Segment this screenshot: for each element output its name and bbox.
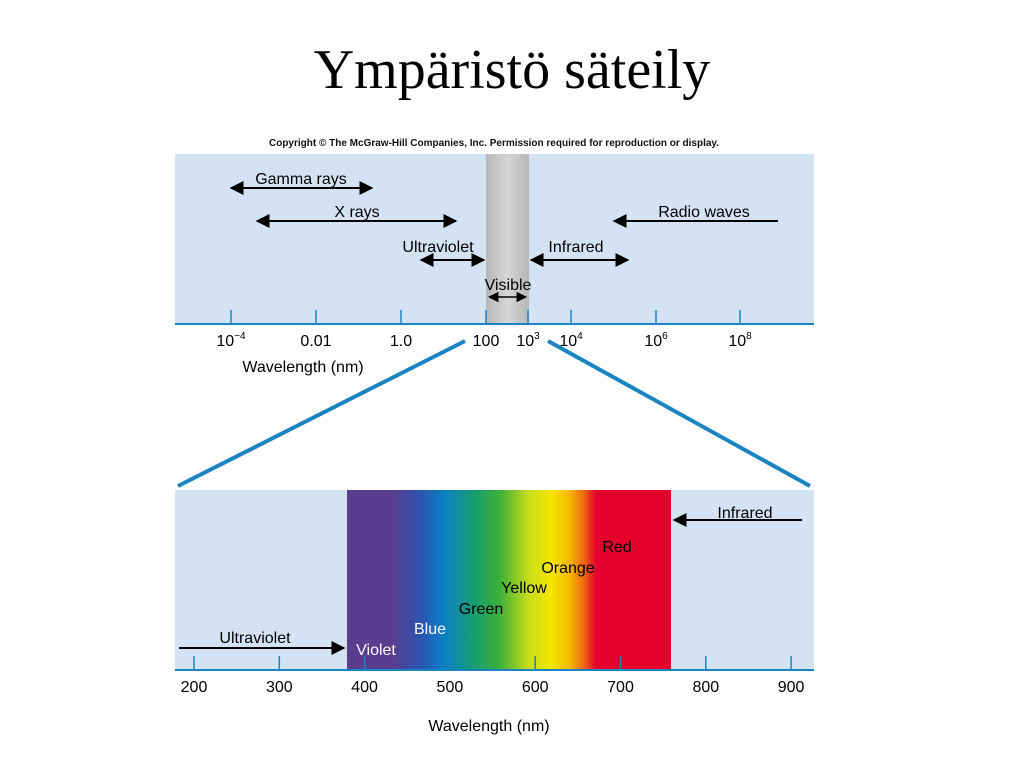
bottom-tick-label: 700 [607,679,634,696]
slide-title: Ympäristö säteily [313,39,711,101]
top-tick-label: 106 [644,331,668,350]
visible-spectrum [347,490,671,670]
green-label: Green [459,601,503,618]
bottom-axis-label: Wavelength (nm) [428,718,549,735]
orange-label: Orange [541,560,594,577]
bottom-tick-label: 600 [522,679,549,696]
bottom-tick-label: 300 [266,679,293,696]
top-tick-label: 10−4 [216,331,246,350]
ir-label-top: Infrared [548,239,603,256]
ir-label-bottom: Infrared [717,505,772,522]
yellow-label: Yellow [501,580,547,597]
visible-band [486,154,529,324]
top-axis-ticks: 10−4 0.01 1.0 100 103 104 106 108 [216,310,752,350]
bottom-tick-label: 500 [437,679,464,696]
visible-label: Visible [485,277,532,294]
top-tick-label: 108 [728,331,752,350]
uv-label-bottom: Ultraviolet [219,630,291,647]
top-axis-label: Wavelength (nm) [242,359,363,376]
top-tick-label: 1.0 [390,333,412,350]
top-panel: 10−4 0.01 1.0 100 103 104 106 108 Gamma rays X … [175,154,814,376]
top-tick-label: 0.01 [300,333,331,350]
gamma-label: Gamma rays [255,171,347,188]
zoom-line-left [177,339,466,488]
copyright-notice: Copyright © The McGraw-Hill Companies, I… [268,138,720,149]
blue-label: Blue [414,621,446,638]
xray-label: X rays [334,204,379,221]
uv-label-top: Ultraviolet [402,239,474,256]
bottom-panel: 200 300 400 500 600 700 800 900 Ultraviolet Inf… [175,490,814,735]
bottom-tick-label: 900 [778,679,805,696]
top-tick-label: 103 [516,331,540,350]
bottom-tick-label: 400 [351,679,378,696]
red-label: Red [602,539,631,556]
bottom-tick-label: 800 [692,679,719,696]
zoom-line-right [547,339,811,488]
bottom-axis-ticks: 200 300 400 500 600 700 800 900 [181,656,805,696]
radio-label: Radio waves [658,204,750,221]
violet-label: Violet [356,642,396,659]
top-tick-label: 100 [473,333,500,350]
bottom-tick-label: 200 [181,679,208,696]
